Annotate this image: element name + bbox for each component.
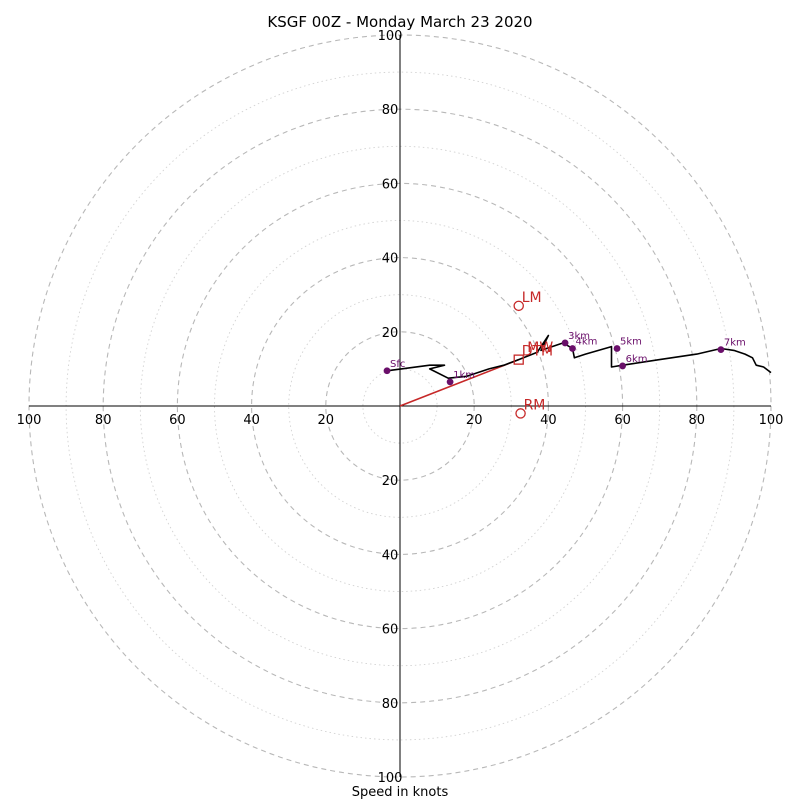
x-tick-label: 60 xyxy=(614,413,631,428)
shear-line xyxy=(399,358,520,407)
y-tick-label: 100 xyxy=(378,771,403,786)
height-label: 6km xyxy=(626,354,648,365)
chart-title: KSGF 00Z - Monday March 23 2020 xyxy=(267,13,532,31)
y-tick-label: 40 xyxy=(382,548,399,563)
vector-marker xyxy=(515,408,526,419)
vector-marker xyxy=(513,354,524,365)
y-tick-label: 20 xyxy=(382,474,399,489)
height-point xyxy=(569,345,576,352)
x-tick-label: 80 xyxy=(689,413,706,428)
x-axis-label: Speed in knots xyxy=(352,785,449,800)
shear-vector xyxy=(399,358,520,407)
height-point xyxy=(619,362,626,370)
y-tick-label: 60 xyxy=(382,623,399,638)
x-tick-label: 100 xyxy=(759,413,784,428)
height-label: 3km xyxy=(568,331,590,342)
vector-label: RM xyxy=(524,397,546,413)
x-tick-label: 80 xyxy=(95,413,112,428)
y-tick-label: 40 xyxy=(382,252,399,267)
y-tick-label: 80 xyxy=(382,697,399,712)
y-tick-label: 20 xyxy=(382,326,399,341)
y-tick-label: 80 xyxy=(382,103,399,118)
height-point xyxy=(613,345,621,352)
tick-labels: 100 100 80 80 60 60 40 40 20 20 20 20 40 40 60 60 80 80 10… xyxy=(17,29,784,786)
height-point xyxy=(717,346,725,354)
vector-label: DTM xyxy=(522,344,553,360)
vector-label: MW xyxy=(527,340,553,356)
x-tick-label: 40 xyxy=(540,413,557,428)
x-tick-label: 40 xyxy=(243,413,260,428)
height-point xyxy=(383,367,391,375)
x-tick-label: 100 xyxy=(17,413,42,428)
y-tick-label: 100 xyxy=(378,29,403,44)
x-tick-label: 20 xyxy=(466,413,483,428)
trace-line xyxy=(386,334,772,379)
wind-trace xyxy=(386,334,772,379)
height-point xyxy=(561,339,569,347)
height-label: 7km xyxy=(724,338,746,349)
height-label: 5km xyxy=(620,336,642,347)
vector-marker xyxy=(513,300,524,312)
height-point xyxy=(446,378,454,386)
height-label: 4km xyxy=(576,336,598,347)
y-tick-label: 60 xyxy=(382,177,399,192)
height-label: 1km xyxy=(453,370,475,381)
x-tick-label: 60 xyxy=(169,413,186,428)
x-tick-label: 20 xyxy=(318,413,335,428)
vector-label: LM xyxy=(522,290,542,306)
height-label: Sfc xyxy=(390,359,405,370)
